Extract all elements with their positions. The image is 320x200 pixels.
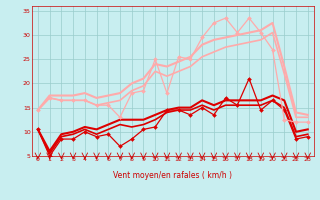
X-axis label: Vent moyen/en rafales ( km/h ): Vent moyen/en rafales ( km/h ) <box>113 171 232 180</box>
